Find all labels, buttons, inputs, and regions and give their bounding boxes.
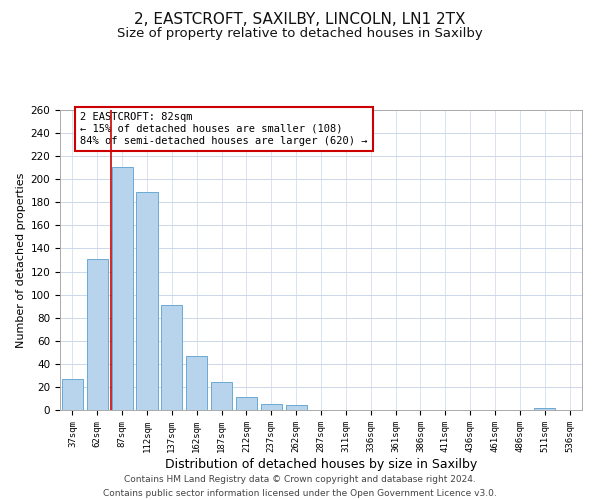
Bar bbox=[261, 404, 282, 410]
Bar bbox=[136, 192, 158, 410]
Bar bbox=[62, 379, 83, 410]
Y-axis label: Number of detached properties: Number of detached properties bbox=[16, 172, 26, 348]
Bar bbox=[87, 259, 108, 410]
Bar bbox=[211, 382, 232, 410]
X-axis label: Distribution of detached houses by size in Saxilby: Distribution of detached houses by size … bbox=[165, 458, 477, 470]
Bar bbox=[286, 406, 307, 410]
Bar bbox=[161, 305, 182, 410]
Text: 2 EASTCROFT: 82sqm
← 15% of detached houses are smaller (108)
84% of semi-detach: 2 EASTCROFT: 82sqm ← 15% of detached hou… bbox=[80, 112, 367, 146]
Text: 2, EASTCROFT, SAXILBY, LINCOLN, LN1 2TX: 2, EASTCROFT, SAXILBY, LINCOLN, LN1 2TX bbox=[134, 12, 466, 28]
Text: Size of property relative to detached houses in Saxilby: Size of property relative to detached ho… bbox=[117, 28, 483, 40]
Bar bbox=[112, 166, 133, 410]
Bar bbox=[236, 398, 257, 410]
Bar bbox=[534, 408, 555, 410]
Text: Contains HM Land Registry data © Crown copyright and database right 2024.
Contai: Contains HM Land Registry data © Crown c… bbox=[103, 476, 497, 498]
Bar bbox=[186, 356, 207, 410]
